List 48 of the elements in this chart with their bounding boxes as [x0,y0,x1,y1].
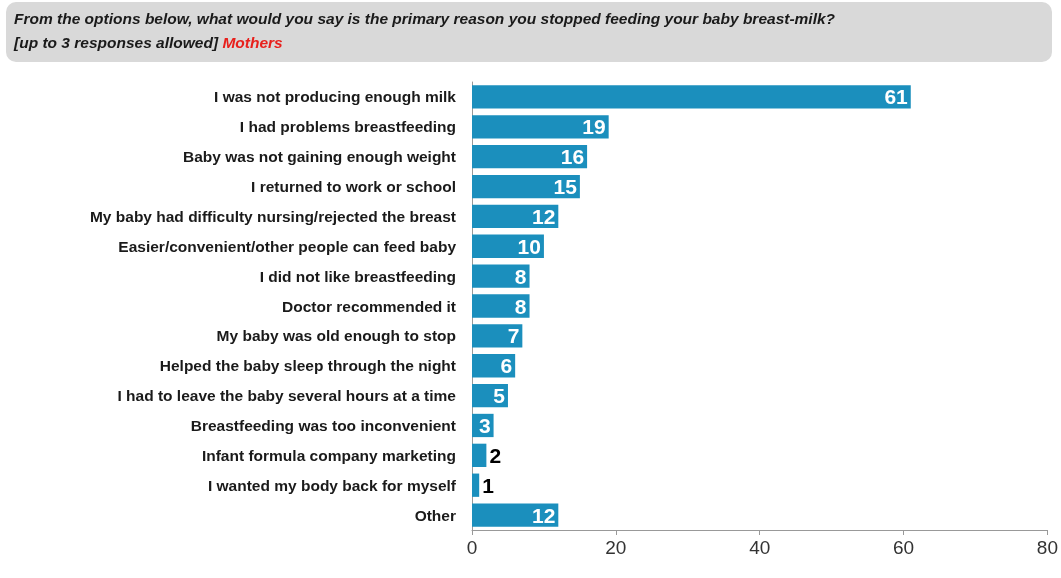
y-tick-label: My baby had difficulty nursing/rejected the breast [89,207,456,225]
y-tick-label: My baby was old enough to stop [216,327,456,345]
data-label: 2 [489,443,502,467]
bar [472,264,530,288]
x-tick-label: 0 [466,537,478,558]
data-label: 12 [531,503,556,527]
text: Mothers [222,34,283,51]
data-label: 61 [884,85,909,109]
data-label: 15 [553,175,578,199]
data-label: 7 [507,324,520,348]
y-tick-label: I returned to work or school [251,178,456,196]
data-label: 8 [514,294,527,318]
y-tick-label: Doctor recommended it [282,297,456,315]
chart-title: From the options below, what would you say is the primary reason you stopped feeding your baby breast-milk? [14,9,837,29]
y-tick-label: Breastfeeding was too inconvenient [190,416,456,434]
x-tick-label: 60 [893,537,915,558]
bar [472,473,480,497]
bar [472,115,609,139]
data-label: 5 [493,384,506,408]
data-label: 8 [514,264,527,288]
data-label: 3 [478,413,491,437]
bar [472,85,911,109]
x-tick-label: 20 [605,537,627,558]
data-label: 10 [517,234,541,258]
bar [472,145,588,169]
y-tick-label: Infant formula company marketing [201,446,456,464]
y-tick-label: I had to leave the baby several hours at a time [117,387,457,405]
x-tick-label: 40 [749,537,771,558]
data-label: 12 [531,204,556,228]
y-tick-label: I was not producing enough milk [214,88,457,106]
bar [472,324,523,348]
data-label: 19 [582,115,606,139]
y-tick-label: Helped the baby sleep through the night [159,357,456,375]
bar [472,503,559,527]
x-tick-label: 80 [1036,537,1058,558]
text: [up to 3 responses allowed] [14,34,219,51]
data-label: 6 [500,354,513,378]
y-tick-label: I wanted my body back for myself [207,476,457,494]
bar [472,443,487,467]
data-label: 16 [560,145,585,169]
y-tick-label: Baby was not gaining enough weight [183,148,456,166]
bar [472,294,530,318]
bar [472,174,580,199]
y-tick-label: I had problems breastfeeding [239,118,456,136]
data-label: 1 [482,473,495,497]
y-tick-label: I did not like breastfeeding [259,267,456,285]
y-tick-label: Easier/convenient/other people can feed baby [118,237,457,255]
y-tick-label: Other [414,506,456,524]
